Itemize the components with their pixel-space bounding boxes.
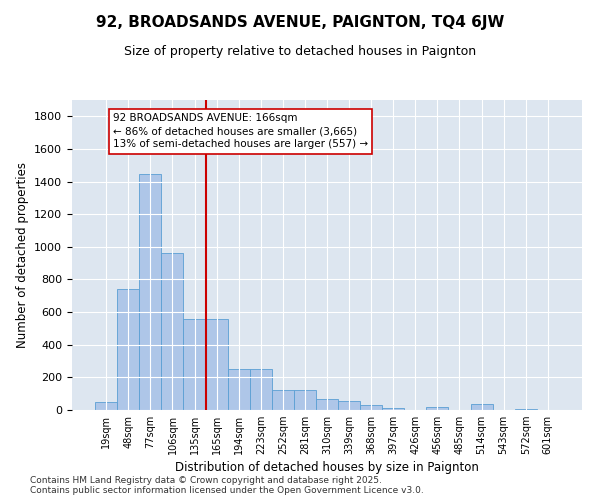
Bar — [427, 406, 448, 410]
Text: 92, BROADSANDS AVENUE, PAIGNTON, TQ4 6JW: 92, BROADSANDS AVENUE, PAIGNTON, TQ4 6JW — [96, 15, 504, 30]
Bar — [95, 402, 117, 410]
Text: 92 BROADSANDS AVENUE: 166sqm
← 86% of detached houses are smaller (3,665)
13% of: 92 BROADSANDS AVENUE: 166sqm ← 86% of de… — [113, 113, 368, 150]
Y-axis label: Number of detached properties: Number of detached properties — [16, 162, 29, 348]
X-axis label: Distribution of detached houses by size in Paignton: Distribution of detached houses by size … — [175, 462, 479, 474]
Bar — [515, 409, 537, 410]
Bar — [360, 405, 382, 410]
Bar — [227, 369, 250, 410]
Bar — [139, 174, 161, 410]
Bar — [382, 408, 404, 410]
Bar — [250, 369, 272, 410]
Bar — [206, 318, 227, 410]
Bar — [316, 400, 338, 410]
Bar — [272, 390, 294, 410]
Bar — [184, 318, 206, 410]
Bar — [161, 254, 184, 410]
Text: Size of property relative to detached houses in Paignton: Size of property relative to detached ho… — [124, 45, 476, 58]
Text: Contains HM Land Registry data © Crown copyright and database right 2025.
Contai: Contains HM Land Registry data © Crown c… — [30, 476, 424, 495]
Bar — [294, 390, 316, 410]
Bar — [470, 404, 493, 410]
Bar — [117, 290, 139, 410]
Bar — [338, 401, 360, 410]
